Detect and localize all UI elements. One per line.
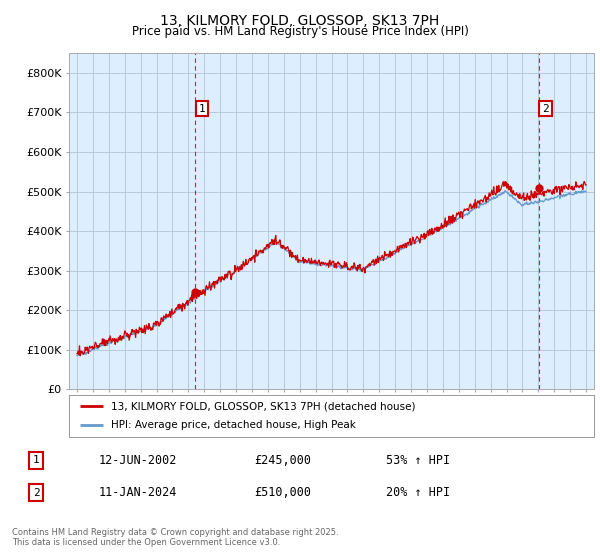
Text: £245,000: £245,000 (254, 454, 311, 467)
Text: 1: 1 (199, 104, 205, 114)
Text: HPI: Average price, detached house, High Peak: HPI: Average price, detached house, High… (111, 421, 356, 431)
Text: 2: 2 (542, 104, 549, 114)
Text: 2: 2 (33, 488, 40, 498)
Text: 1: 1 (33, 455, 40, 465)
Text: Contains HM Land Registry data © Crown copyright and database right 2025.
This d: Contains HM Land Registry data © Crown c… (12, 528, 338, 547)
Text: 12-JUN-2002: 12-JUN-2002 (98, 454, 177, 467)
Text: Price paid vs. HM Land Registry's House Price Index (HPI): Price paid vs. HM Land Registry's House … (131, 25, 469, 38)
Text: 13, KILMORY FOLD, GLOSSOP, SK13 7PH (detached house): 13, KILMORY FOLD, GLOSSOP, SK13 7PH (det… (111, 401, 415, 411)
Text: 20% ↑ HPI: 20% ↑ HPI (386, 486, 451, 499)
Text: £510,000: £510,000 (254, 486, 311, 499)
Text: 11-JAN-2024: 11-JAN-2024 (98, 486, 177, 499)
Text: 53% ↑ HPI: 53% ↑ HPI (386, 454, 451, 467)
Text: 13, KILMORY FOLD, GLOSSOP, SK13 7PH: 13, KILMORY FOLD, GLOSSOP, SK13 7PH (160, 14, 440, 28)
